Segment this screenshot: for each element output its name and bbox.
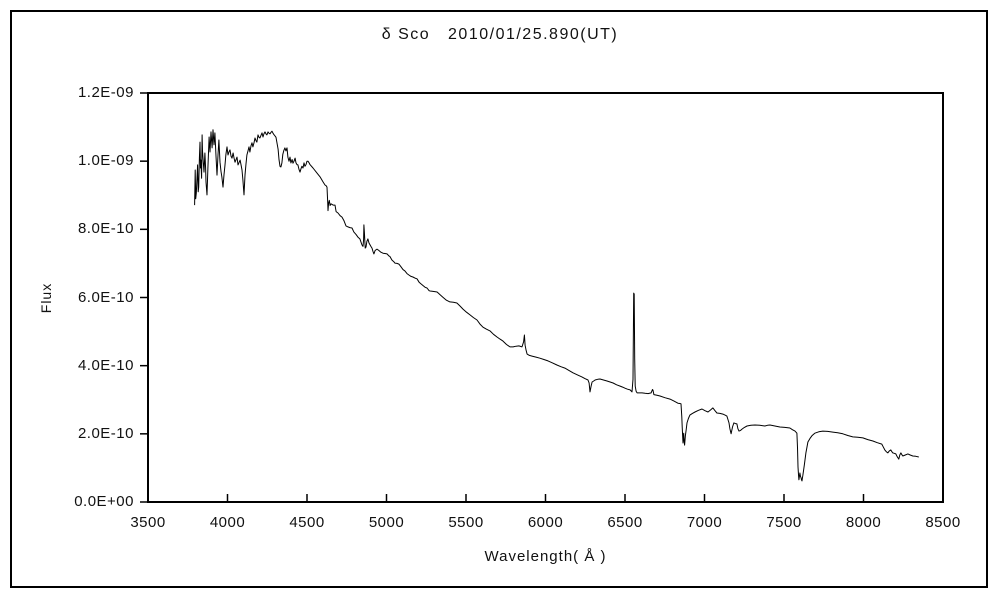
y-tick-label: 0.0E+00 <box>74 493 134 510</box>
y-tick-label: 1.2E-09 <box>77 84 134 101</box>
x-tick-label: 4500 <box>289 514 325 531</box>
spectrum-curve <box>194 129 919 482</box>
x-tick-label: 3500 <box>130 514 166 531</box>
outer-frame <box>10 10 988 588</box>
x-tick-label: 5500 <box>448 514 484 531</box>
y-tick-label: 4.0E-10 <box>77 356 134 374</box>
x-tick-label: 6000 <box>527 514 564 531</box>
y-tick-label: 6.0E-10 <box>77 288 134 306</box>
x-tick-label: 7500 <box>766 514 802 531</box>
y-tick-label: 1.0E-09 <box>77 152 134 170</box>
x-tick-label: 6500 <box>607 514 643 531</box>
chart-title: δ Sco 2010/01/25.890(UT) <box>381 26 619 43</box>
x-axis-title: Wavelength( Å ) <box>484 548 607 565</box>
plot-border <box>147 92 944 503</box>
x-tick-label: 7000 <box>686 514 723 531</box>
y-axis-title: Flux <box>38 282 54 314</box>
y-tick-label: 2.0E-10 <box>77 424 134 442</box>
x-tick-label: 8000 <box>845 514 882 531</box>
x-tick-label: 8500 <box>925 514 961 531</box>
y-tick-label: 8.0E-10 <box>77 220 134 238</box>
x-tick-label: 4000 <box>209 514 246 531</box>
x-tick-label: 5000 <box>368 514 405 531</box>
